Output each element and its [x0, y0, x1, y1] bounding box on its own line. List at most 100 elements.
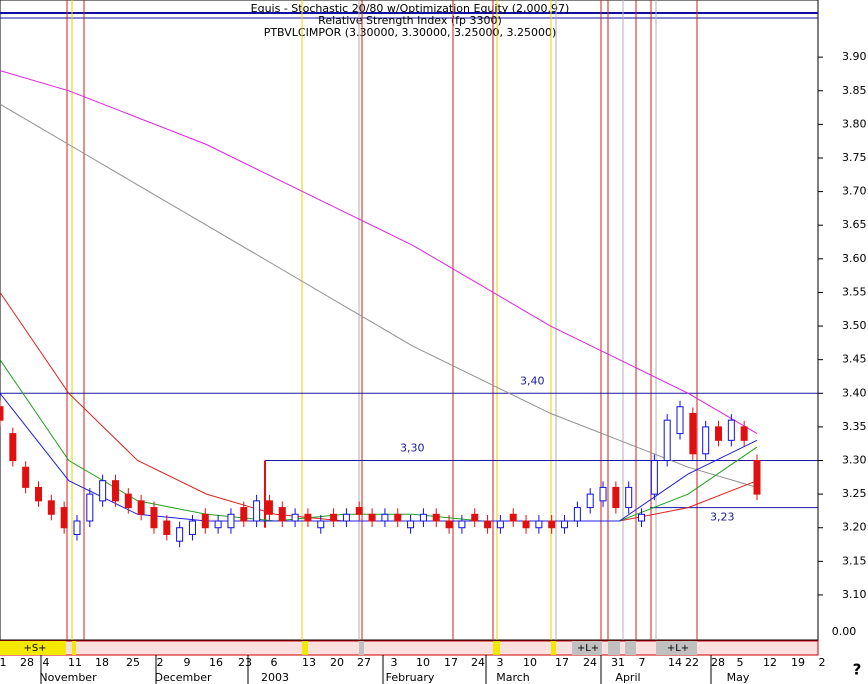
signal-label: +L+	[667, 643, 689, 654]
help-mark[interactable]: ?	[853, 661, 862, 679]
candle	[650, 460, 658, 495]
signal-segment	[302, 641, 308, 655]
candle	[99, 480, 107, 502]
candle	[715, 426, 723, 441]
y-tick-label: 3.40	[842, 386, 867, 399]
level-label: 3,30	[400, 442, 425, 455]
candle	[240, 507, 248, 522]
month-label: March	[496, 671, 530, 684]
header-line: Relative Strength Index (fp 3300)	[318, 14, 502, 27]
x-tick-label: 25	[126, 656, 140, 669]
signal-segment	[0, 641, 66, 655]
candle	[355, 507, 363, 515]
x-tick-label: 4	[43, 656, 50, 669]
zero-label: 0.00	[832, 625, 857, 638]
candle	[291, 513, 299, 522]
x-tick-label: 9	[184, 656, 191, 669]
candle	[73, 520, 81, 535]
x-tick-label: 31	[611, 656, 625, 669]
x-tick-label: 20	[330, 656, 344, 669]
candle	[9, 433, 17, 462]
signal-segment	[656, 641, 697, 655]
candle	[0, 406, 4, 421]
y-tick-label: 3.10	[842, 588, 867, 601]
candle	[278, 507, 286, 522]
signal-segment	[572, 641, 602, 655]
month-label: November	[39, 671, 97, 684]
plot-frame	[0, 0, 819, 641]
candle	[573, 507, 581, 522]
candle	[702, 426, 710, 455]
candle	[265, 500, 273, 515]
x-tick-label: 14	[668, 656, 682, 669]
candle	[60, 507, 68, 529]
candle	[548, 520, 556, 529]
candle	[638, 513, 646, 522]
x-tick-label: 2	[819, 656, 826, 669]
candle	[509, 513, 517, 522]
signal-segment	[359, 641, 364, 655]
candle	[561, 520, 569, 529]
signal-segment	[625, 641, 636, 655]
month-label: May	[727, 671, 750, 684]
candle	[458, 520, 466, 529]
level-label: 3,40	[520, 374, 545, 387]
y-tick-label: 3.20	[842, 521, 867, 534]
candle	[612, 486, 620, 509]
moving-average	[0, 392, 758, 522]
x-tick-label: 7	[639, 656, 646, 669]
y-tick-label: 3.70	[842, 185, 867, 198]
y-tick-label: 3.25	[842, 487, 867, 500]
signal-label: +S+	[23, 643, 46, 654]
candle	[407, 520, 415, 529]
moving-average	[0, 70, 758, 435]
x-tick-label: 28	[711, 656, 725, 669]
candle	[740, 426, 748, 441]
x-tick-label: 17	[555, 656, 569, 669]
candle	[124, 493, 132, 509]
candle	[330, 513, 338, 522]
header-line: PTBVLCIMPOR (3.30000, 3.30000, 3.25000, …	[264, 26, 557, 39]
x-tick-label: 27	[357, 656, 371, 669]
x-tick-label: 28	[20, 656, 34, 669]
x-tick-label: 18	[95, 656, 109, 669]
candle	[86, 493, 94, 522]
x-tick-label: 6	[271, 656, 278, 669]
x-tick-label: 12	[763, 656, 777, 669]
candle	[317, 520, 325, 529]
candle	[599, 486, 607, 502]
y-tick-label: 3.85	[842, 84, 867, 97]
candle	[753, 460, 761, 495]
y-tick-label: 3.50	[842, 319, 867, 332]
y-tick-label: 3.15	[842, 554, 867, 567]
candle	[137, 500, 145, 515]
x-tick-label: 13	[302, 656, 316, 669]
x-tick-label: 3	[497, 656, 504, 669]
signal-segment	[551, 641, 556, 655]
y-tick-label: 3.35	[842, 420, 867, 433]
signal-segment	[608, 641, 620, 655]
signal-segment	[72, 641, 76, 655]
y-tick-label: 3.75	[842, 151, 867, 164]
candle	[432, 513, 440, 522]
candle	[150, 507, 158, 529]
candle	[214, 520, 222, 529]
month-label: February	[386, 671, 435, 684]
y-tick-label: 3.45	[842, 353, 867, 366]
candle	[381, 513, 389, 522]
candle	[253, 500, 261, 522]
candle	[188, 520, 196, 535]
x-tick-label: 22	[685, 656, 699, 669]
candle	[522, 520, 530, 529]
signal-segment	[493, 641, 500, 655]
candle	[471, 513, 479, 522]
x-tick-label: 11	[68, 656, 82, 669]
candle	[368, 513, 376, 522]
candle	[163, 520, 171, 535]
candle	[689, 412, 697, 455]
candle	[625, 486, 633, 509]
x-tick-label: 24	[471, 656, 485, 669]
y-tick-label: 3.80	[842, 117, 867, 130]
y-tick-label: 3.60	[842, 252, 867, 265]
